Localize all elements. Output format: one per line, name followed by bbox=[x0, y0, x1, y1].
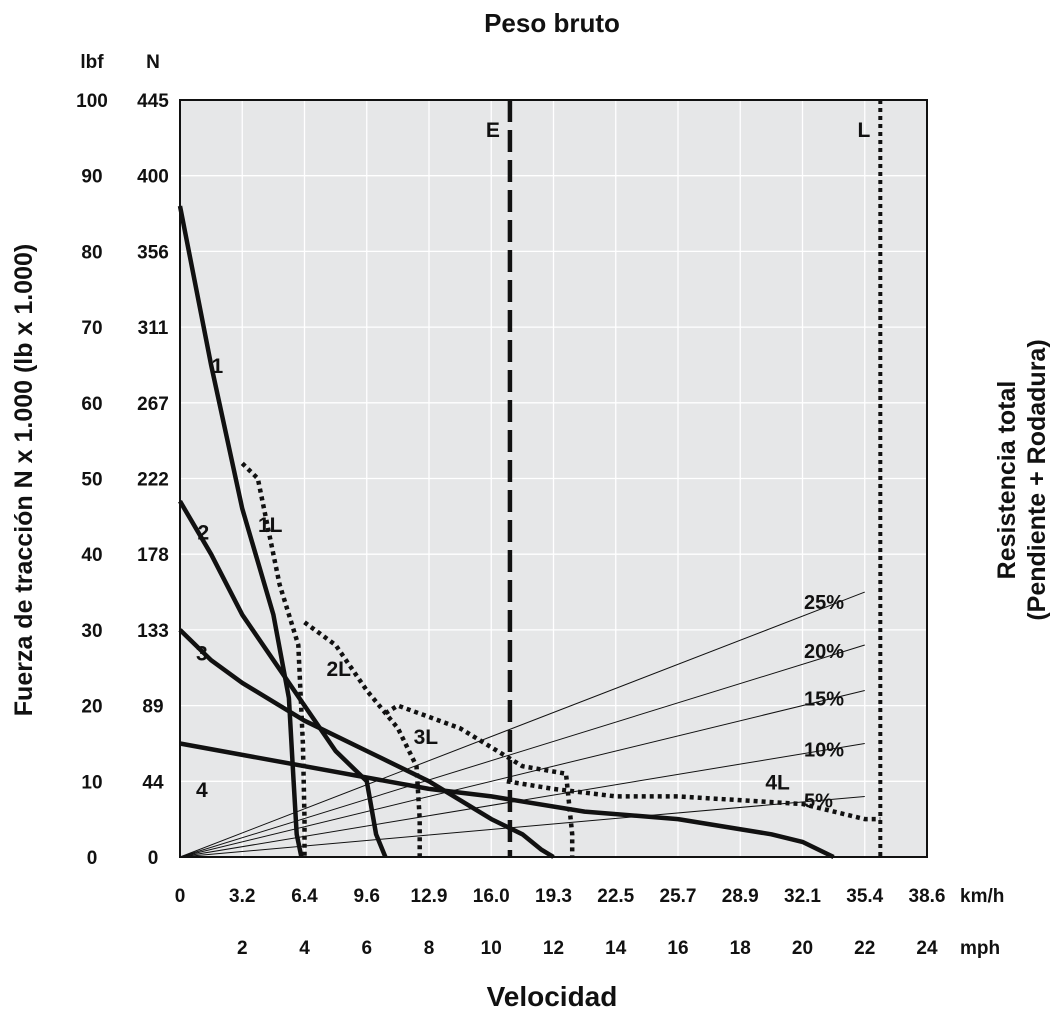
x-tick-kmh: 9.6 bbox=[354, 886, 380, 907]
x-tick-kmh: 35.4 bbox=[846, 886, 883, 907]
series-label-2L: 2L bbox=[326, 658, 351, 681]
y-tick-n: 0 bbox=[148, 848, 159, 869]
x-tick-mph: 20 bbox=[792, 938, 813, 959]
y-tick-lbf: 80 bbox=[81, 242, 102, 263]
series-curve-1 bbox=[177, 205, 304, 858]
series-curve-4 bbox=[179, 741, 835, 860]
x-tick-kmh: 12.9 bbox=[411, 886, 448, 907]
x-unit-kmh: km/h bbox=[960, 886, 1004, 907]
y-tick-n: 311 bbox=[138, 318, 169, 339]
x-tick-kmh: 22.5 bbox=[597, 886, 634, 907]
series-labels: 1 2 3 4 1L 2L 3L 4L bbox=[196, 355, 790, 802]
y-tick-n: 222 bbox=[137, 470, 169, 491]
y-tick-n: 89 bbox=[142, 697, 163, 718]
y-axis-label: Fuerza de tracción N x 1.000 (lb x 1.000… bbox=[10, 244, 38, 716]
x-tick-mph: 18 bbox=[730, 938, 751, 959]
x-tick-kmh: 3.2 bbox=[229, 886, 255, 907]
series-label-2: 2 bbox=[198, 521, 210, 544]
x-tick-kmh: 6.4 bbox=[291, 886, 318, 907]
right-axis-label-line1: Resistencia total bbox=[993, 381, 1021, 580]
marker-label-E: E bbox=[486, 119, 500, 142]
y-tick-n: 178 bbox=[137, 545, 169, 566]
x-tick-kmh: 0 bbox=[175, 886, 186, 907]
x-tick-mph: 24 bbox=[916, 938, 938, 959]
y-tick-lbf: 70 bbox=[81, 318, 102, 339]
x-tick-mph: 16 bbox=[667, 938, 688, 959]
series-label-3L: 3L bbox=[414, 726, 439, 749]
series-curve-3 bbox=[178, 628, 555, 859]
series-label-1: 1 bbox=[212, 355, 224, 378]
y-tick-lbf: 100 bbox=[76, 91, 108, 112]
marker-label-L: L bbox=[857, 119, 870, 142]
resistance-label: 20% bbox=[804, 641, 844, 663]
plot-frame bbox=[179, 99, 928, 858]
x-tick-mph: 8 bbox=[424, 938, 435, 959]
resistance-label: 10% bbox=[804, 739, 844, 761]
chart-title: Peso bruto bbox=[484, 8, 620, 38]
x-axis-label: Velocidad bbox=[487, 981, 618, 1012]
x-tick-kmh: 16.0 bbox=[473, 886, 510, 907]
y-tick-lbf: 60 bbox=[81, 394, 102, 415]
y-tick-lbf: 40 bbox=[81, 545, 102, 566]
resistance-label: 15% bbox=[804, 688, 844, 710]
series-curve-3L bbox=[384, 703, 575, 857]
x-tick-mph: 4 bbox=[299, 938, 310, 959]
tick-labels: 0102030405060708090100044891331782222673… bbox=[76, 91, 945, 959]
x-tick-kmh: 38.6 bbox=[909, 886, 946, 907]
series-curve-2 bbox=[178, 500, 388, 858]
y-tick-lbf: 90 bbox=[81, 167, 102, 188]
series-label-4: 4 bbox=[196, 779, 208, 802]
grid bbox=[180, 100, 927, 857]
x-tick-mph: 14 bbox=[605, 938, 627, 959]
series-curve-1L bbox=[240, 461, 307, 857]
y-unit-lbf: lbf bbox=[80, 52, 104, 73]
series-curve-4L bbox=[506, 779, 881, 822]
y-tick-lbf: 20 bbox=[81, 697, 102, 718]
resistance-line bbox=[179, 795, 865, 858]
x-unit-mph: mph bbox=[960, 938, 1000, 959]
series-label-3: 3 bbox=[196, 643, 208, 666]
y-tick-n: 133 bbox=[137, 621, 169, 642]
y-tick-n: 400 bbox=[137, 167, 169, 188]
x-tick-kmh: 28.9 bbox=[722, 886, 759, 907]
x-tick-mph: 10 bbox=[481, 938, 502, 959]
x-tick-kmh: 32.1 bbox=[784, 886, 821, 907]
y-tick-n: 267 bbox=[137, 394, 169, 415]
right-axis-label-line2: (Pendiente + Rodadura) bbox=[1023, 339, 1051, 620]
x-tick-kmh: 19.3 bbox=[535, 886, 572, 907]
resistance-line bbox=[179, 689, 865, 858]
y-tick-n: 445 bbox=[137, 91, 169, 112]
y-tick-lbf: 10 bbox=[81, 772, 102, 793]
series-label-1L: 1L bbox=[258, 514, 283, 537]
y-tick-n: 44 bbox=[142, 772, 164, 793]
x-tick-kmh: 25.7 bbox=[660, 886, 697, 907]
y-tick-lbf: 50 bbox=[81, 470, 102, 491]
series-label-4L: 4L bbox=[765, 771, 790, 794]
x-tick-mph: 2 bbox=[237, 938, 248, 959]
x-tick-mph: 6 bbox=[361, 938, 372, 959]
series-curves bbox=[177, 205, 881, 860]
resistance-label: 25% bbox=[804, 592, 844, 614]
y-tick-n: 356 bbox=[137, 242, 169, 263]
y-tick-lbf: 30 bbox=[81, 621, 102, 642]
y-unit-n: N bbox=[146, 52, 160, 73]
y-tick-lbf: 0 bbox=[87, 848, 98, 869]
x-tick-mph: 22 bbox=[854, 938, 875, 959]
x-tick-mph: 12 bbox=[543, 938, 564, 959]
